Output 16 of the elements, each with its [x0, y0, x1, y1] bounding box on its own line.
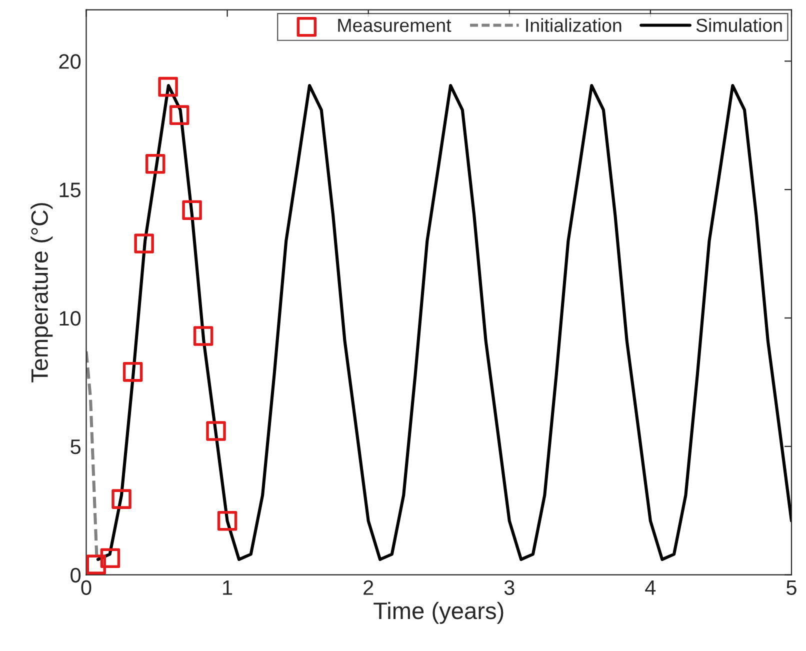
y-tick-label: 5 — [70, 440, 81, 454]
x-tick-label: 2 — [364, 580, 374, 595]
y-tick-label: 15 — [60, 182, 81, 198]
x-axis-title: Time (years) — [374, 602, 504, 624]
x-tick-label: 1 — [223, 580, 232, 595]
x-tick-label: 5 — [786, 580, 796, 595]
legend-label: Measurement — [338, 18, 452, 32]
x-tick-label: 3 — [504, 580, 514, 595]
legend-label: Simulation — [696, 18, 782, 32]
y-axis-title: Temperature (°C) — [30, 203, 53, 382]
x-tick-label: 0 — [81, 580, 92, 595]
y-tick-label: 10 — [60, 310, 81, 326]
y-tick-label: 20 — [59, 54, 81, 69]
legend-label: Initialization — [526, 18, 622, 32]
x-tick-label: 4 — [645, 580, 656, 595]
y-tick-label: 0 — [70, 568, 81, 583]
